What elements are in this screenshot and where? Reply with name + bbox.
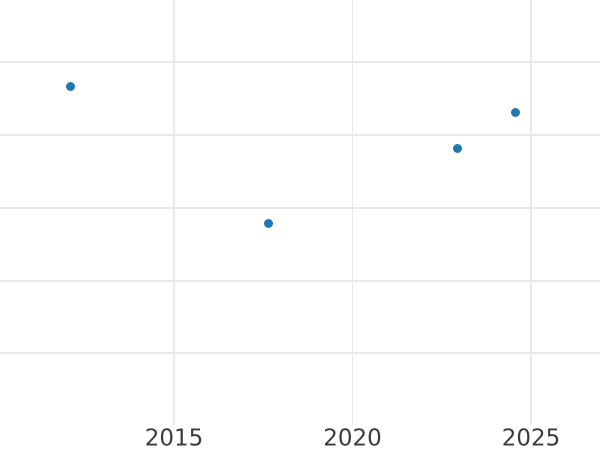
gridline-horizontal (0, 207, 600, 209)
data-point (263, 218, 273, 228)
x-tick-label: 2020 (323, 425, 382, 450)
gridline-horizontal (0, 280, 600, 282)
data-point (66, 81, 76, 91)
x-tick-label: 2025 (501, 425, 561, 450)
gridline-vertical (173, 0, 175, 425)
data-point (510, 107, 520, 117)
gridline-vertical (530, 0, 532, 425)
gridline-horizontal (0, 134, 600, 136)
gridline-vertical (351, 0, 354, 425)
gridline-horizontal (0, 352, 600, 354)
data-point (453, 143, 463, 153)
gridline-horizontal (0, 61, 600, 63)
x-tick-label: 2015 (144, 425, 204, 450)
